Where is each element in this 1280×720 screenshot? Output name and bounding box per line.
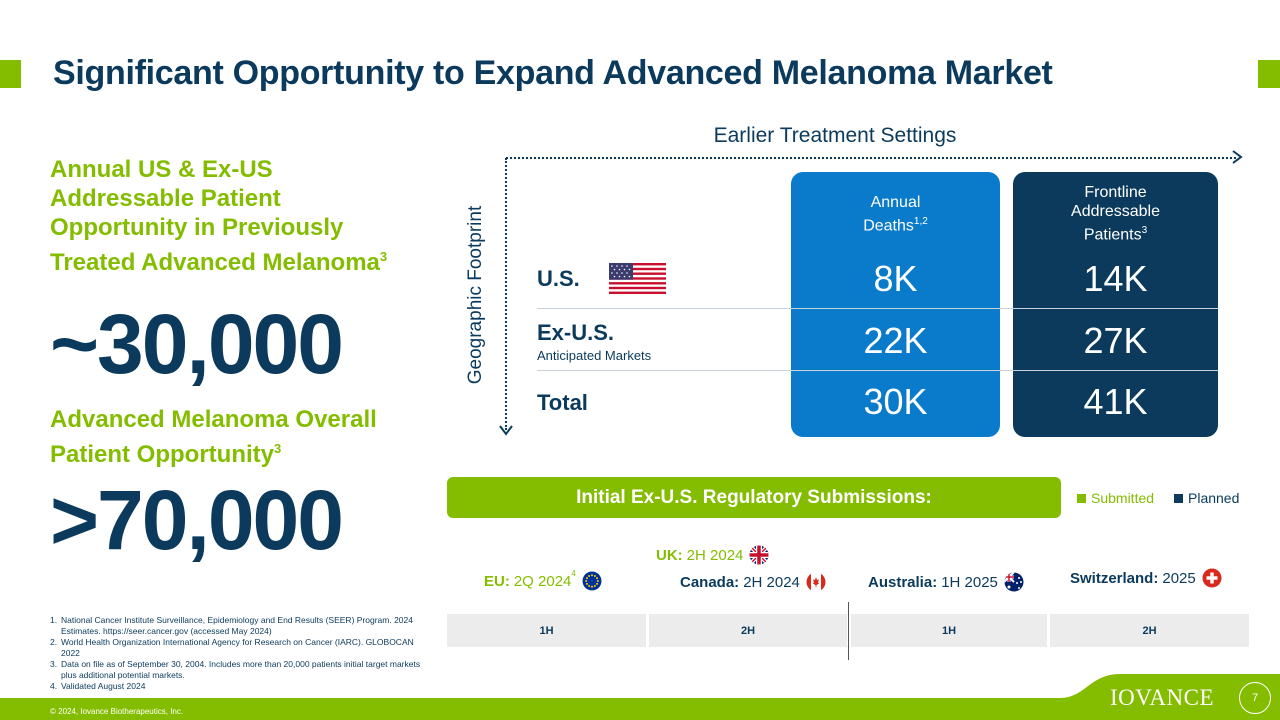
footnote: 3. Data on file as of September 30, 2004.… bbox=[50, 659, 421, 680]
row-divider bbox=[537, 370, 1218, 371]
row-label-exus: Ex-U.S. bbox=[537, 320, 615, 345]
exus-deaths-value: 22K bbox=[863, 320, 928, 361]
legend-planned: Planned bbox=[1174, 490, 1239, 506]
annual-deaths-column bbox=[791, 172, 1000, 437]
submission-eu: EU: 2Q 2024 4 bbox=[484, 569, 602, 591]
x-axis-line bbox=[506, 157, 1236, 159]
y-axis-line bbox=[505, 158, 507, 430]
overall-heading: Advanced Melanoma Overall Patient Opport… bbox=[50, 406, 377, 468]
uk-flag-icon bbox=[749, 545, 769, 565]
title-accent-left bbox=[0, 60, 21, 88]
row-sublabel-exus: Anticipated Markets bbox=[537, 348, 652, 363]
regulatory-submissions-banner: Initial Ex-U.S. Regulatory Submissions: bbox=[447, 477, 1061, 518]
annual-deaths-header: Annual Deaths1,2 bbox=[863, 194, 928, 235]
footnote: 2. World Health Organization Internationa… bbox=[50, 637, 414, 658]
timeline-segment: 1H bbox=[851, 614, 1047, 647]
timeline-segment: 2H bbox=[1050, 614, 1249, 647]
title-accent-right bbox=[1258, 60, 1280, 88]
slide-title: Significant Opportunity to Expand Advanc… bbox=[53, 54, 1053, 92]
row-divider bbox=[537, 308, 1218, 309]
footer-band bbox=[0, 674, 1280, 720]
australia-flag-icon bbox=[1004, 572, 1024, 592]
overall-number: >70,000 bbox=[50, 473, 344, 567]
year-divider bbox=[848, 602, 849, 660]
frontline-patients-header: Frontline Addressable Patients3 bbox=[1071, 184, 1160, 244]
canada-flag-icon bbox=[806, 572, 826, 592]
addressable-heading: Annual US & Ex-US Addressable Patient Op… bbox=[50, 156, 388, 276]
total-patients-value: 41K bbox=[1083, 381, 1148, 422]
frontline-patients-column bbox=[1013, 172, 1218, 437]
timeline-segment: 2H bbox=[649, 614, 847, 647]
row-label-us: U.S. bbox=[537, 266, 580, 291]
page-number: 7 bbox=[1239, 682, 1271, 714]
submission-uk: UK: 2H 2024 bbox=[656, 545, 769, 565]
footnote: 1. National Cancer Institute Surveillance… bbox=[50, 615, 413, 636]
us-patients-value: 14K bbox=[1083, 258, 1148, 299]
switzerland-flag-icon bbox=[1202, 568, 1222, 588]
copyright: © 2024, Iovance Biotherapeutics, Inc. bbox=[50, 707, 184, 716]
us-deaths-value: 8K bbox=[873, 258, 918, 299]
footnote: 4. Validated August 2024 bbox=[50, 681, 146, 691]
arrow-down-icon bbox=[499, 425, 513, 436]
addressable-number: ~30,000 bbox=[50, 297, 344, 391]
submission-switzerland: Switzerland: 2025 bbox=[1070, 568, 1222, 588]
total-deaths-value: 30K bbox=[863, 381, 928, 422]
legend-submitted: Submitted bbox=[1077, 490, 1154, 506]
timeline-segment: 1H bbox=[447, 614, 646, 647]
x-axis-label: Earlier Treatment Settings bbox=[713, 124, 957, 147]
row-label-total: Total bbox=[537, 390, 588, 415]
y-axis-label: Geographic Footprint bbox=[465, 205, 486, 385]
eu-flag-icon bbox=[582, 571, 602, 591]
us-flag-icon bbox=[609, 263, 666, 294]
submission-canada: Canada: 2H 2024 bbox=[680, 572, 826, 592]
company-logo: IOVANCE bbox=[1110, 685, 1215, 710]
arrow-right-icon bbox=[1232, 150, 1243, 164]
submission-australia: Australia: 1H 2025 bbox=[868, 572, 1024, 592]
exus-patients-value: 27K bbox=[1083, 320, 1148, 361]
footnotes: 1. National Cancer Institute Surveillance… bbox=[50, 615, 430, 692]
